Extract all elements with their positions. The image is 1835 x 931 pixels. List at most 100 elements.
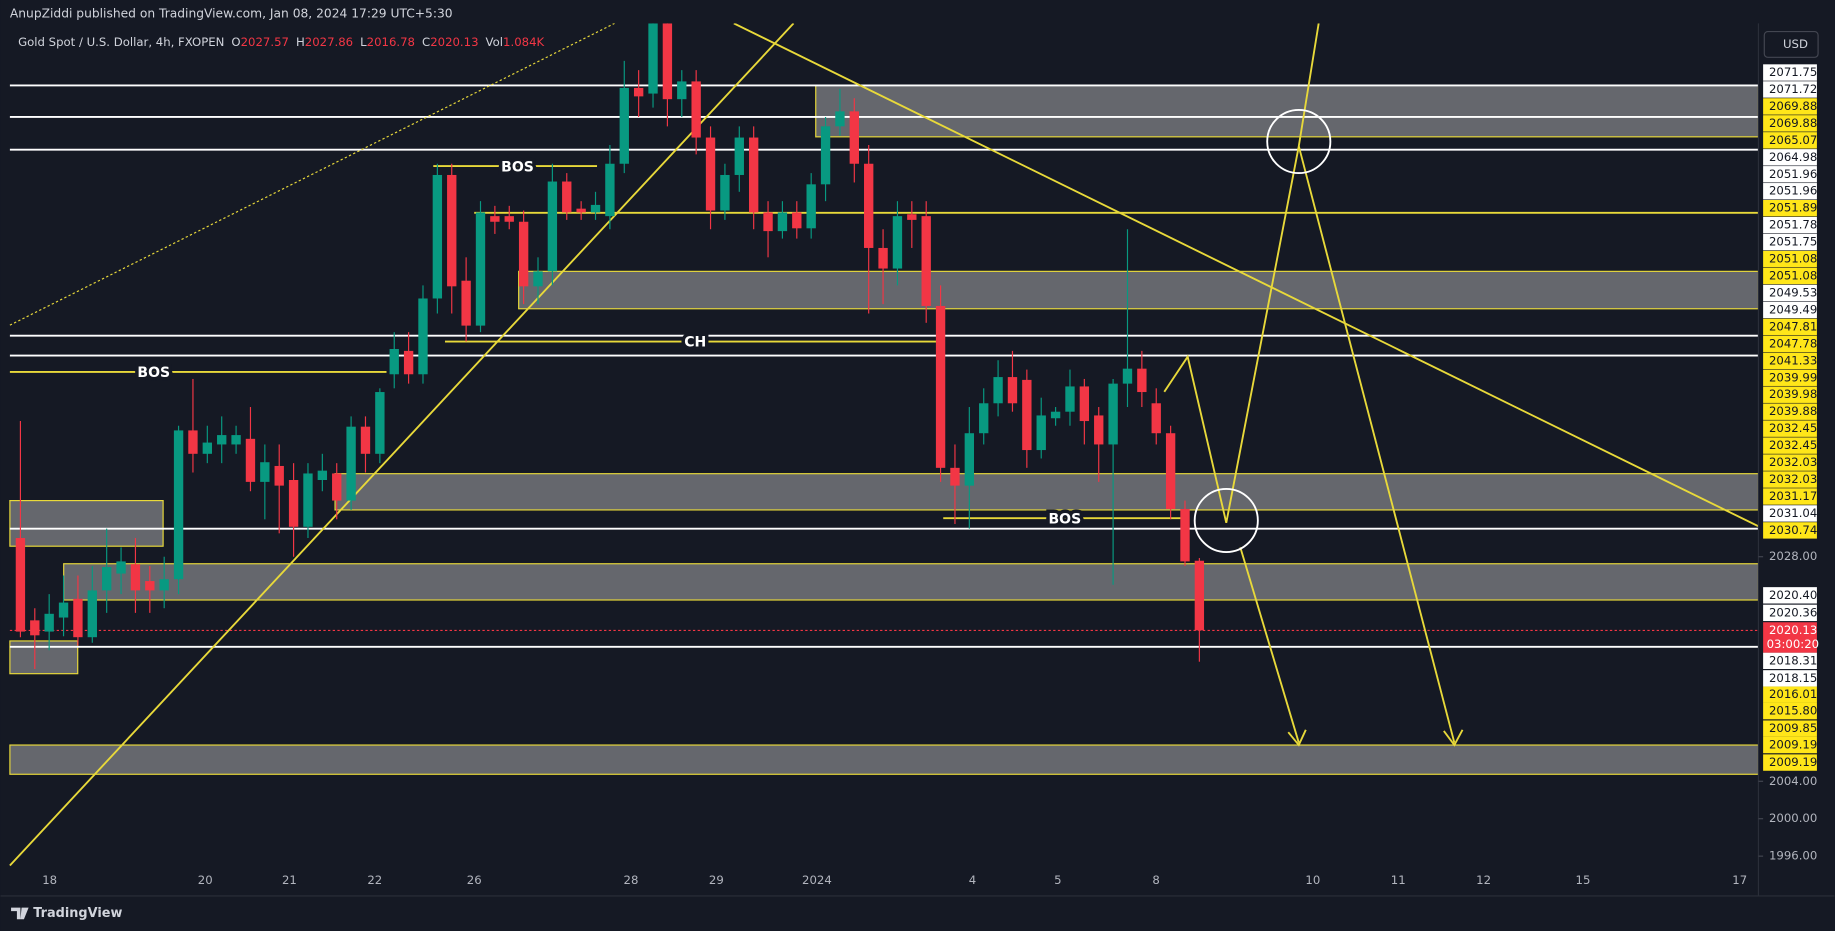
zone (815, 84, 1759, 138)
price-tag-label: 2071.75 (1769, 65, 1817, 79)
candle-body (1022, 379, 1032, 451)
price-tag-label: 2065.07 (1769, 133, 1817, 147)
y-tick-label: 2000.00 (1769, 811, 1817, 825)
candle-body (777, 212, 788, 232)
candle-body (662, 23, 673, 100)
price-tag (1763, 250, 1817, 268)
candle-body (145, 581, 155, 591)
zone (334, 473, 1759, 511)
x-tick-label: 4 (969, 873, 976, 887)
price-tag-label: 2030.74 (1769, 523, 1817, 537)
currency-box[interactable] (1763, 30, 1819, 58)
price-tag (1763, 488, 1817, 505)
candle-body (389, 349, 399, 375)
price-tag (1763, 670, 1817, 687)
price-tag (1763, 301, 1817, 319)
zone (9, 744, 1759, 775)
price-tag-label: 2039.98 (1769, 387, 1817, 401)
price-tag (1763, 369, 1817, 386)
candle-body (44, 613, 54, 632)
trend-line (733, 23, 1759, 528)
candle-body (130, 564, 141, 591)
price-tag-label: 2009.85 (1769, 721, 1817, 735)
candle-body (677, 81, 687, 100)
price-tag-label: 2039.88 (1769, 404, 1817, 418)
candle-body (58, 602, 69, 618)
annotation: BOS (501, 159, 534, 175)
currency: USD (1783, 37, 1808, 51)
x-tick-label: 18 (42, 873, 57, 887)
price-tag (1763, 652, 1817, 670)
candle-body (720, 174, 730, 211)
symbol: Gold Spot / U.S. Dollar, 4h, FXOPEN (18, 35, 224, 49)
candle-body (1180, 509, 1190, 562)
price-tag-label: 2049.53 (1769, 285, 1817, 299)
candle-body (864, 163, 874, 248)
candle-body (691, 81, 701, 138)
price-tag-label: 2020.36 (1769, 605, 1817, 619)
brand-logo (11, 907, 29, 920)
x-tick-label: 10 (1305, 873, 1320, 887)
price-tag-label: 2031.17 (1769, 489, 1817, 503)
price-tag (1763, 81, 1817, 98)
price-tag-label: 2016.01 (1769, 687, 1817, 701)
candle-body (1079, 386, 1090, 422)
arrow-head (1443, 729, 1464, 747)
price-tag (1763, 720, 1817, 737)
legend-key: L (360, 35, 367, 49)
candle-body (734, 137, 744, 175)
candle-body (633, 87, 644, 97)
last-price-label: 2020.13 (1769, 623, 1817, 637)
last-price-tag (1763, 622, 1817, 653)
candle-body (533, 271, 543, 287)
legend-key: Vol (486, 35, 504, 49)
candle-body (73, 598, 83, 638)
price-tag (1763, 233, 1817, 251)
candle-body (518, 221, 529, 287)
legend-key: H (296, 35, 305, 49)
price-tag-label: 2069.88 (1769, 116, 1817, 130)
price-tag (1763, 267, 1817, 285)
candle-body (921, 216, 931, 306)
price-tag-label: 2015.80 (1769, 704, 1817, 718)
price-tag (1763, 702, 1817, 720)
price-tag-label: 2031.04 (1769, 506, 1817, 520)
candles (15, 23, 1205, 670)
legend-value: 2027.57 (241, 35, 289, 49)
price-tag (1763, 98, 1817, 115)
price-tag (1763, 604, 1817, 622)
legend-key: C (422, 35, 430, 49)
candle-body (1036, 415, 1046, 451)
candle-body (245, 438, 256, 482)
candle-body (748, 137, 759, 213)
x-tick-label: 28 (624, 873, 639, 887)
drawings (9, 23, 1759, 867)
price-tag-label: 2039.99 (1769, 370, 1817, 384)
candle-body (173, 430, 184, 580)
candle-body (547, 181, 558, 272)
candle-body (188, 430, 198, 454)
price-tag (1763, 386, 1817, 403)
price-tag-label: 2009.19 (1769, 738, 1817, 752)
candle-body (835, 111, 845, 127)
price-tag (1763, 166, 1817, 183)
candle-body (979, 403, 989, 434)
candle-body (447, 174, 457, 287)
candle-body (763, 212, 773, 232)
symbol-legend: Gold Spot / U.S. Dollar, 4h, FXOPEN O2027… (18, 35, 544, 49)
candle-body (576, 208, 586, 213)
price-tag (1763, 587, 1817, 604)
x-tick-label: 29 (709, 873, 724, 887)
price-tag (1763, 149, 1817, 166)
price-tag (1763, 216, 1817, 234)
price-tag-label: 2009.19 (1769, 755, 1817, 769)
x-tick-label: 8 (1152, 873, 1159, 887)
price-axis: 2028.00 2004.00 2000.00 1996.00 2071.75 2071.… (1758, 64, 1819, 863)
trend-line (9, 23, 615, 326)
projection-arrow (1239, 547, 1300, 743)
circle-marker (1266, 109, 1332, 175)
candle-body (792, 212, 802, 229)
price-tag (1763, 403, 1817, 420)
candle-body (461, 280, 471, 326)
